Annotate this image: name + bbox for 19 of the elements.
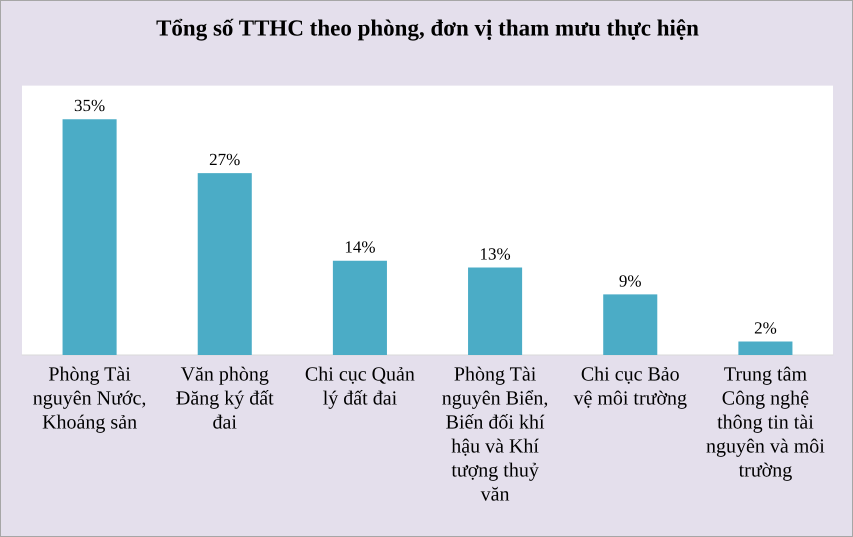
data-label: 2% xyxy=(754,318,777,338)
chart-title: Tổng số TTHC theo phòng, đơn vị tham mưu thực hiện xyxy=(156,16,700,42)
x-tick-label: Chi cục Bảo vệ môi trường xyxy=(573,363,688,410)
bar xyxy=(603,294,658,355)
x-tick-label: Phòng Tài nguyên Biển, Biến đối khí hậu và Khí tượng thuỷ văn xyxy=(442,363,548,506)
x-tick-label: Phòng Tài nguyên Nước, Khoáng sản xyxy=(32,363,146,434)
x-tick-label: Chi cục Quản lý đất đai xyxy=(304,363,415,410)
bar xyxy=(332,260,387,355)
x-tick-label: Văn phòng Đăng ký đất đai xyxy=(176,363,274,434)
bar xyxy=(62,119,117,355)
data-label: 9% xyxy=(618,271,642,290)
x-tick-label: Trung tâm Công nghệ thông tin tài nguyên và môi trường xyxy=(706,363,826,482)
bar xyxy=(738,342,792,355)
data-label: 14% xyxy=(344,238,376,257)
bar xyxy=(198,173,252,355)
bar xyxy=(468,267,522,355)
data-label: 35% xyxy=(74,96,106,116)
data-label: 27% xyxy=(209,150,240,170)
data-label: 13% xyxy=(479,244,511,264)
